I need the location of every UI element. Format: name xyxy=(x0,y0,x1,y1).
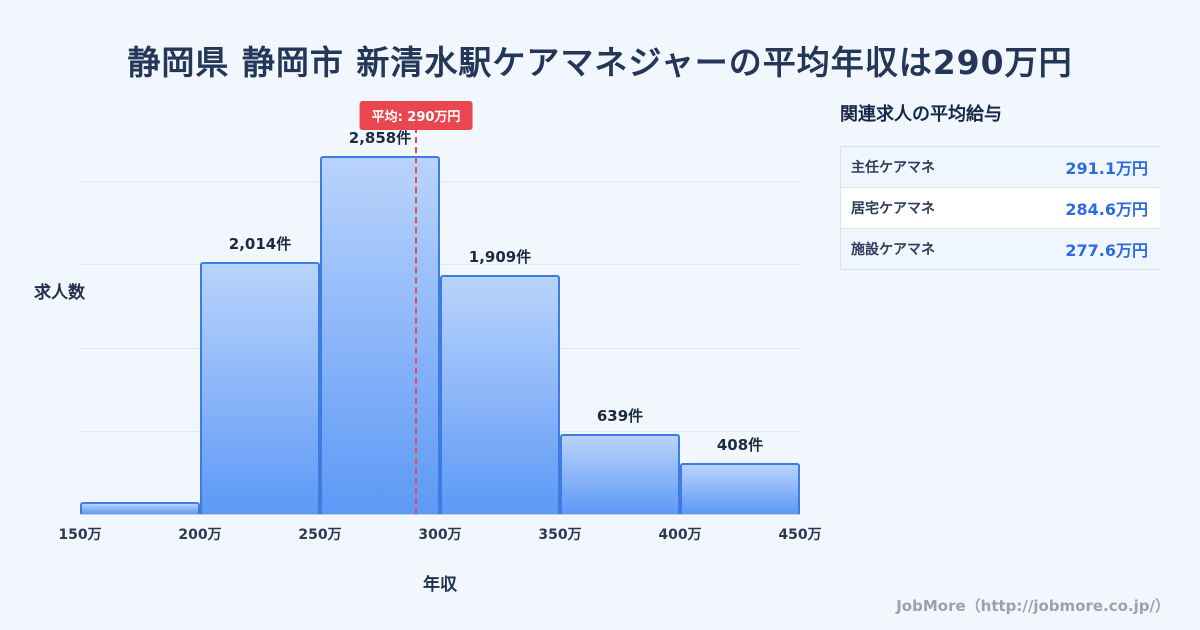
bar-value-label: 2,014件 xyxy=(228,234,292,253)
salary-row: 居宅ケアマネ 284.6万円 xyxy=(841,188,1160,229)
bar-value-label: 2,858件 xyxy=(348,129,412,148)
histogram-plot: 2,014件 2,858件 1,909件 639件 408件 平均: 290万円 xyxy=(80,97,800,515)
salary-table: 主任ケアマネ 291.1万円居宅ケアマネ 284.6万円施設ケアマネ 277.6万円 xyxy=(840,146,1160,270)
salary-row-value: 277.6万円 xyxy=(1065,241,1148,260)
histogram-bar xyxy=(320,156,440,514)
bar-value-label: 408件 xyxy=(716,435,764,454)
histogram-bar xyxy=(440,275,560,514)
salary-row-label: 主任ケアマネ xyxy=(851,160,935,176)
x-tick-label: 200万 xyxy=(178,527,222,543)
gridline xyxy=(80,264,800,266)
x-tick-label: 400万 xyxy=(658,527,702,543)
x-axis-label: 年収 xyxy=(423,575,457,595)
salary-row-label: 施設ケアマネ xyxy=(851,242,935,258)
salary-row: 施設ケアマネ 277.6万円 xyxy=(841,229,1160,270)
histogram-bar xyxy=(560,434,680,514)
average-badge: 平均: 290万円 xyxy=(359,101,473,130)
salary-row-label: 居宅ケアマネ xyxy=(851,201,935,217)
histogram-bar xyxy=(680,462,800,514)
footer-credit: JobMore（http://jobmore.co.jp/） xyxy=(896,597,1170,615)
x-tick-label: 350万 xyxy=(538,527,582,543)
x-tick-label: 250万 xyxy=(298,527,342,543)
salary-row-value: 291.1万円 xyxy=(1065,159,1148,178)
histogram-bar xyxy=(80,501,200,514)
x-tick-label: 150万 xyxy=(58,527,102,543)
x-axis-ticks: 150万 200万 250万 300万 350万 400万 450万 xyxy=(58,524,821,544)
average-line xyxy=(415,107,417,514)
panel-title: 関連求人の平均給与 xyxy=(840,104,1002,125)
page-title: 静岡県 静岡市 新清水駅ケアマネジャーの平均年収は290万円 xyxy=(127,43,1073,82)
bar-value-label: 639件 xyxy=(596,407,644,426)
bar-value-label: 1,909件 xyxy=(468,248,532,267)
gridline xyxy=(80,180,800,182)
y-axis-label: 求人数 xyxy=(34,283,85,303)
x-tick-label: 300万 xyxy=(418,527,462,543)
x-tick-label: 450万 xyxy=(778,527,822,543)
histogram-bar xyxy=(200,261,320,514)
related-jobs-panel: 関連求人の平均給与 主任ケアマネ 291.1万円居宅ケアマネ 284.6万円施設ケア… xyxy=(840,100,1160,270)
salary-row: 主任ケアマネ 291.1万円 xyxy=(841,147,1160,188)
salary-row-value: 284.6万円 xyxy=(1065,200,1148,219)
